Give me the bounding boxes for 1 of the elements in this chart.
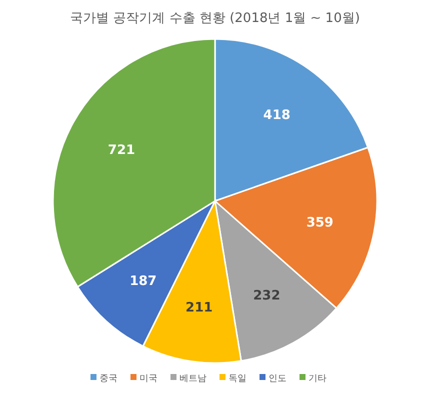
title: 국가별 공작기계 수출 현황 (2018년 1월 ~ 10월)	[70, 11, 360, 26]
